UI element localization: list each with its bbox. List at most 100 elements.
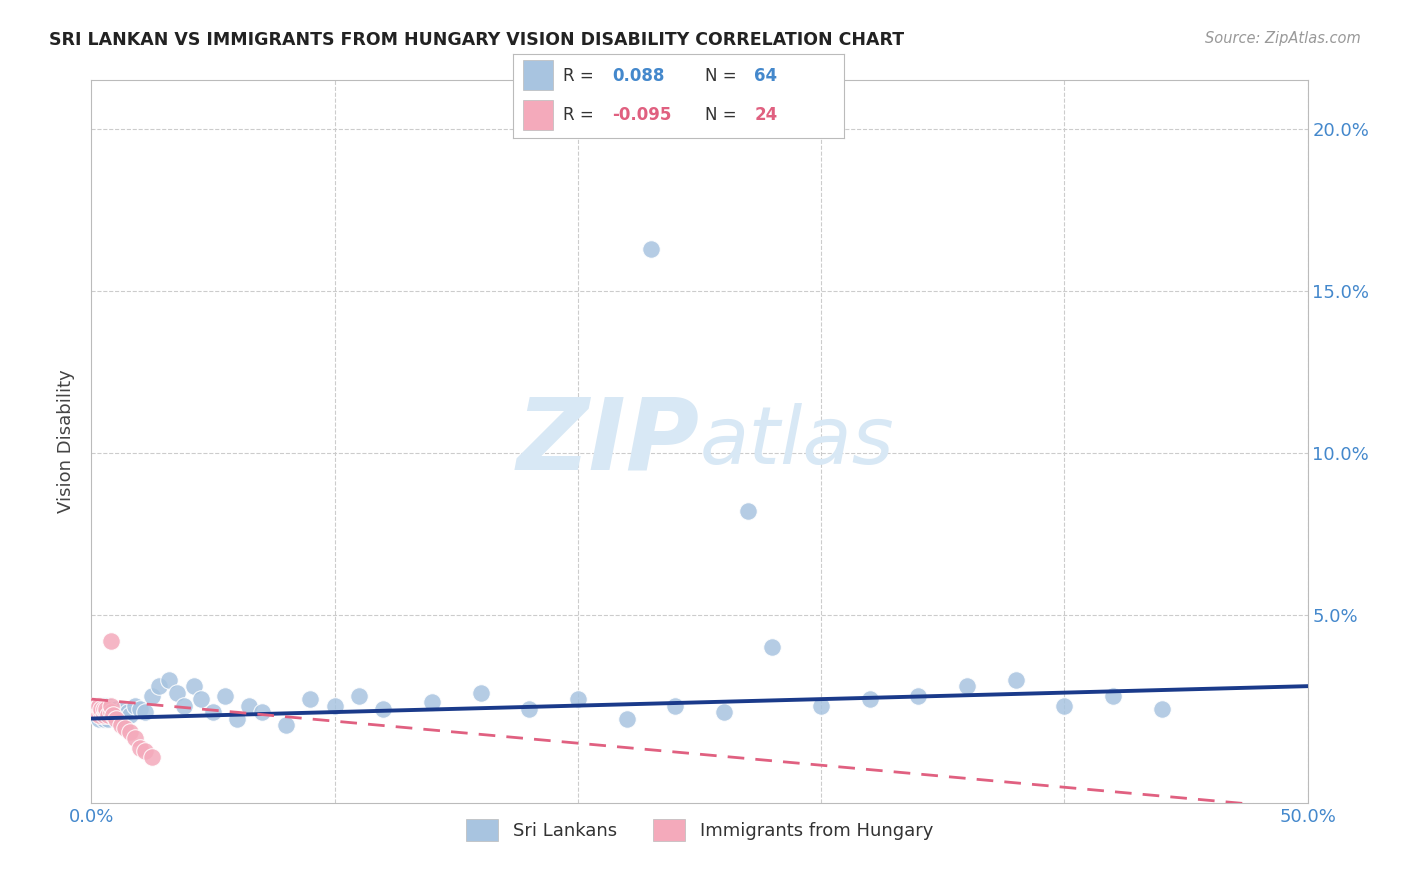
Point [103, 705, 125, 719]
Point [84, 702, 107, 716]
Point [87, 698, 110, 713]
Point [713, 705, 735, 719]
Point [84, 708, 107, 723]
Point [104, 702, 127, 716]
Point [323, 698, 346, 713]
Point [202, 705, 225, 719]
Point [100, 702, 122, 716]
Point [810, 698, 832, 713]
Point [87, 708, 110, 723]
Point [87, 705, 110, 719]
Point [110, 708, 132, 723]
Text: SRI LANKAN VS IMMIGRANTS FROM HUNGARY VISION DISABILITY CORRELATION CHART: SRI LANKAN VS IMMIGRANTS FROM HUNGARY VI… [49, 31, 904, 49]
Point [93, 698, 115, 713]
Point [173, 698, 195, 713]
Point [567, 692, 589, 706]
Point [97, 712, 120, 726]
Point [93, 705, 115, 719]
Point [100, 708, 122, 723]
Point [183, 679, 205, 693]
Point [84, 705, 107, 719]
Point [114, 721, 136, 735]
Y-axis label: Vision Disability: Vision Disability [58, 369, 76, 514]
Point [94, 702, 117, 716]
Bar [523, 61, 553, 90]
Point [104, 712, 127, 726]
Point [100, 705, 122, 719]
Text: 24: 24 [755, 106, 778, 124]
Point [373, 702, 395, 716]
Point [94, 708, 117, 723]
Text: atlas: atlas [699, 402, 894, 481]
Point [104, 708, 127, 723]
Point [90, 702, 112, 716]
Point [238, 698, 260, 713]
Point [90, 705, 112, 719]
Point [214, 689, 236, 703]
Text: 0.088: 0.088 [613, 67, 665, 85]
Point [87, 698, 110, 713]
Point [93, 712, 115, 726]
Point [640, 242, 662, 256]
Point [737, 504, 759, 518]
Point [226, 712, 249, 726]
Point [129, 702, 152, 716]
Point [93, 702, 115, 716]
Text: -0.095: -0.095 [613, 106, 672, 124]
Point [97, 698, 120, 713]
Point [907, 689, 929, 703]
Point [470, 686, 492, 700]
Point [134, 705, 156, 719]
Text: R =: R = [562, 106, 593, 124]
Point [93, 708, 115, 723]
Point [83, 698, 105, 713]
Point [166, 686, 188, 700]
Point [111, 702, 134, 716]
Text: Source: ZipAtlas.com: Source: ZipAtlas.com [1205, 31, 1361, 46]
Text: ZIP: ZIP [516, 393, 699, 490]
Point [94, 705, 117, 719]
Point [517, 702, 540, 716]
Point [141, 689, 163, 703]
Point [190, 692, 212, 706]
Point [157, 673, 180, 687]
Point [97, 705, 120, 719]
Text: R =: R = [562, 67, 593, 85]
Point [107, 705, 129, 719]
Point [859, 692, 882, 706]
Text: N =: N = [704, 106, 737, 124]
Point [97, 708, 120, 723]
Point [347, 689, 370, 703]
Text: 64: 64 [755, 67, 778, 85]
Legend: Sri Lankans, Immigrants from Hungary: Sri Lankans, Immigrants from Hungary [458, 812, 941, 848]
Point [103, 708, 125, 723]
Point [117, 705, 139, 719]
Point [956, 679, 979, 693]
Point [274, 718, 297, 732]
Point [87, 712, 110, 726]
Point [1102, 689, 1125, 703]
Point [120, 724, 142, 739]
Point [616, 712, 638, 726]
Point [1150, 702, 1173, 716]
Point [100, 633, 122, 648]
Point [148, 679, 170, 693]
Point [250, 705, 273, 719]
Point [129, 740, 152, 755]
Point [94, 702, 117, 716]
Point [100, 698, 122, 713]
Point [84, 702, 107, 716]
Point [141, 750, 163, 764]
Point [664, 698, 686, 713]
Point [90, 708, 112, 723]
Text: N =: N = [704, 67, 737, 85]
Point [299, 692, 322, 706]
Point [110, 718, 132, 732]
Point [761, 640, 783, 655]
Point [120, 708, 142, 723]
Bar [523, 100, 553, 130]
Point [134, 744, 156, 758]
Point [83, 705, 105, 719]
Point [420, 695, 443, 709]
Point [1053, 698, 1076, 713]
